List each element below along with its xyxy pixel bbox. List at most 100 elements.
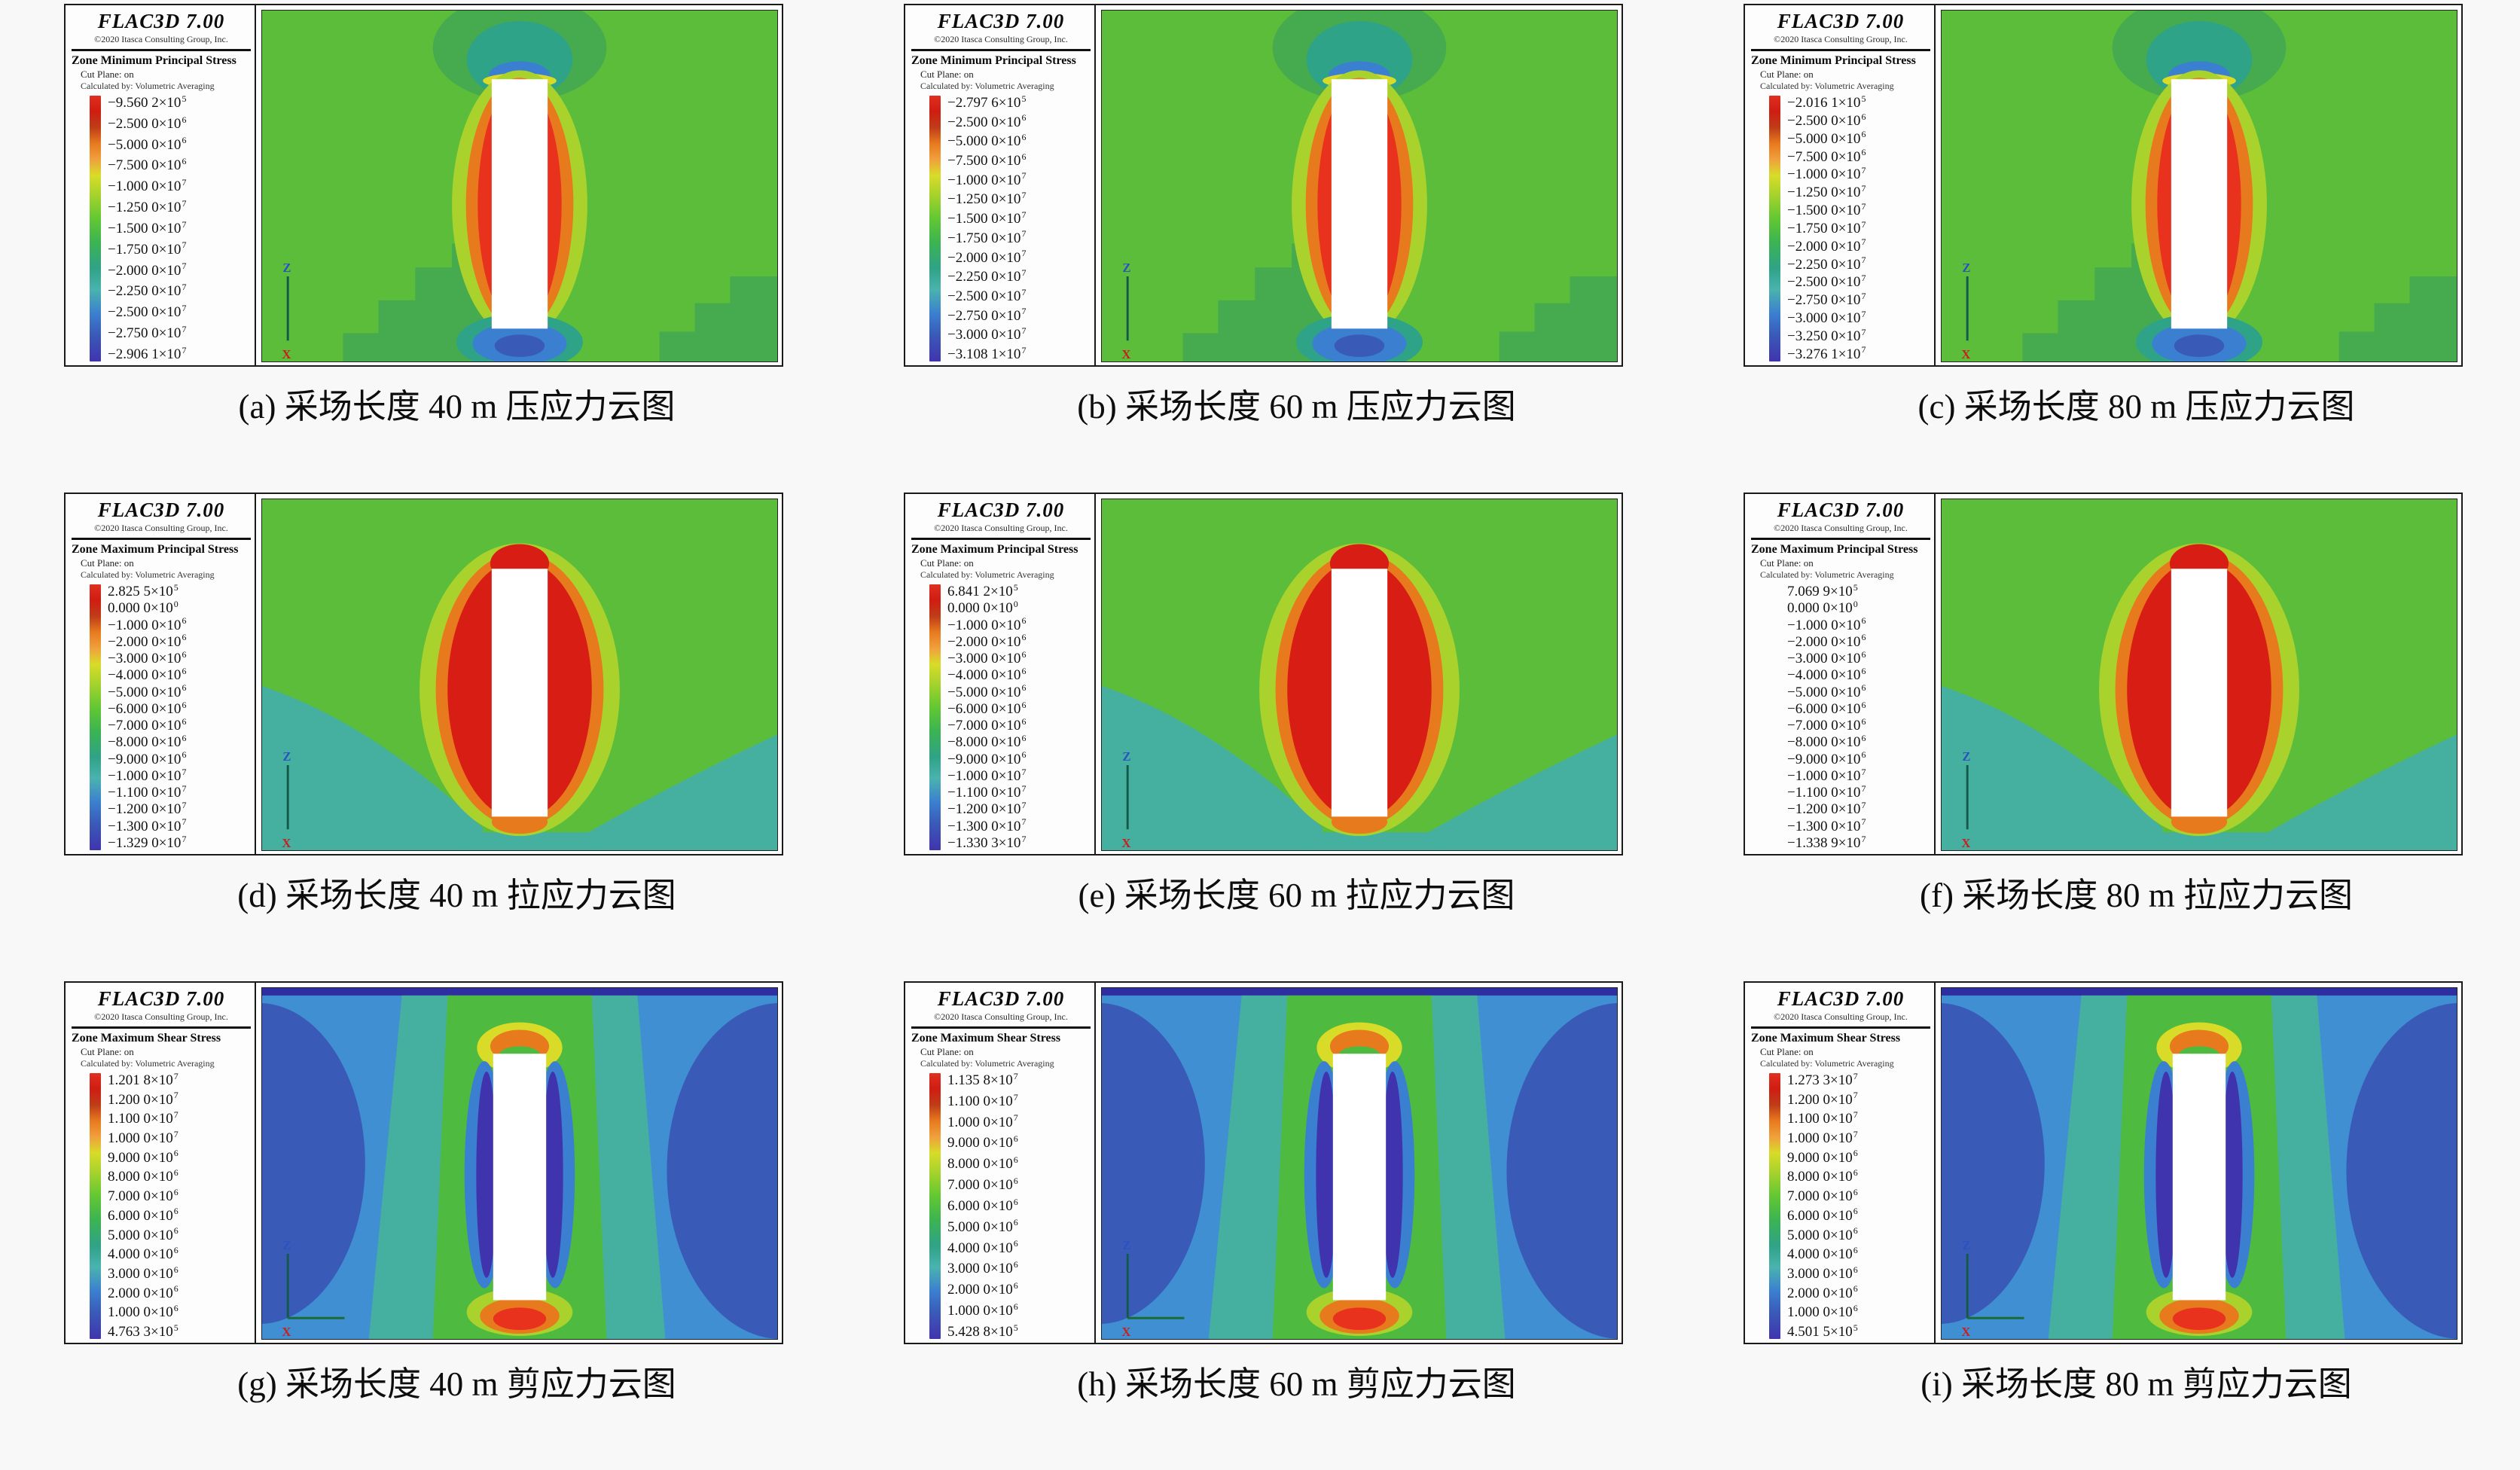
flank-indigo-right xyxy=(542,1072,563,1278)
axis-triad: ZX xyxy=(1961,749,1970,850)
legend-value: −1.750 0×107 xyxy=(1787,218,1866,236)
figure-caption-h: (h) 采场长度 60 m 剪应力云图 xyxy=(1077,1365,1516,1403)
legend-value: −4.000 0×106 xyxy=(1787,666,1866,684)
figure-caption-g: (g) 采场长度 40 m 剪应力云图 xyxy=(237,1365,676,1403)
legend-value: −5.000 0×106 xyxy=(947,132,1027,150)
legend-title: Zone Minimum Principal Stress xyxy=(1751,54,1916,67)
figure-cell-c: FLAC3D 7.00 ©2020 Itasca Consulting Group… xyxy=(1744,4,2463,493)
x-axis-label: X xyxy=(1961,1325,1970,1339)
cut-plane-label: Cut Plane: on xyxy=(920,69,974,80)
legend-value: −1.329 0×107 xyxy=(108,833,187,851)
legend-value: 1.200 0×107 xyxy=(108,1090,178,1108)
z-axis-label: Z xyxy=(1122,261,1130,275)
legend-divider xyxy=(72,49,251,51)
legend-value: −3.000 0×106 xyxy=(1787,648,1866,667)
cut-plane-label: Cut Plane: on xyxy=(1760,1046,1814,1057)
axis-triad: ZX xyxy=(1121,1238,1185,1339)
legend-title: Zone Minimum Principal Stress xyxy=(72,54,236,67)
floor-indigo-core xyxy=(494,334,545,358)
legend-value: −1.750 0×107 xyxy=(108,239,187,258)
legend-value: 1.000 0×107 xyxy=(947,1112,1018,1130)
cut-plane-label: Cut Plane: on xyxy=(1760,557,1814,569)
flac3d-panel-b: FLAC3D 7.00 ©2020 Itasca Consulting Group… xyxy=(904,4,1623,367)
legend-box: FLAC3D 7.00 ©2020 Itasca Consulting Group… xyxy=(1745,983,1936,1343)
legend-value: −2.500 0×106 xyxy=(947,112,1027,130)
contour-plot-tension: ZX xyxy=(1101,499,1618,851)
legend-divider xyxy=(911,49,1091,51)
flank-indigo-right xyxy=(1382,1072,1403,1278)
cut-plane-label: Cut Plane: on xyxy=(81,1046,134,1057)
legend-divider xyxy=(1751,49,1930,51)
figure-cell-f: FLAC3D 7.00 ©2020 Itasca Consulting Group… xyxy=(1744,493,2463,981)
top-indigo-band xyxy=(1942,988,2457,996)
legend-value: −1.000 0×106 xyxy=(1787,615,1866,633)
flac3d-panel-h: FLAC3D 7.00 ©2020 Itasca Consulting Group… xyxy=(904,981,1623,1344)
calc-method-label: Calculated by: Volumetric Averaging xyxy=(920,569,1054,580)
legend-value: 0.000 0×100 xyxy=(947,598,1018,617)
legend-scale: 1.135 8×107 1.100 0×107 1.000 0×107 9.000 0… xyxy=(929,1070,1091,1340)
app-title: FLAC3D 7.00 xyxy=(1777,987,1905,1010)
figure-caption-c: (c) 采场长度 80 m 压应力云图 xyxy=(1917,388,2355,425)
legend-value: −2.250 0×107 xyxy=(108,282,187,300)
teal-zone-bottom xyxy=(1307,832,1441,850)
legend-value: 4.000 0×106 xyxy=(108,1244,178,1263)
figure-cell-e: FLAC3D 7.00 ©2020 Itasca Consulting Group… xyxy=(904,493,1623,981)
axis-triad: ZX xyxy=(1121,749,1130,850)
teal-zone-left xyxy=(262,685,484,850)
z-axis-label: Z xyxy=(1122,1238,1130,1252)
z-axis-label: Z xyxy=(282,1238,291,1252)
legend-box: FLAC3D 7.00 ©2020 Itasca Consulting Group… xyxy=(66,494,256,854)
legend-value: 3.000 0×106 xyxy=(1787,1264,1858,1282)
contour-plot-shear: ZX xyxy=(1941,987,2457,1340)
legend-divider xyxy=(911,1026,1091,1029)
legend-value: 5.428 8×105 xyxy=(947,1322,1018,1340)
legend-value: 1.100 0×107 xyxy=(947,1091,1018,1109)
flac3d-panel-g: FLAC3D 7.00 ©2020 Itasca Consulting Group… xyxy=(64,981,783,1344)
legend-value: −1.200 0×107 xyxy=(947,800,1027,818)
legend-value: −5.000 0×106 xyxy=(108,682,187,700)
legend-value: 9.000 0×106 xyxy=(108,1148,178,1166)
figure-caption-d: (d) 采场长度 40 m 拉应力云图 xyxy=(237,877,676,914)
legend-value: 6.000 0×106 xyxy=(108,1206,178,1224)
x-axis-label: X xyxy=(1961,836,1970,850)
cut-plane-label: Cut Plane: on xyxy=(920,557,974,569)
x-axis-label: X xyxy=(1121,836,1130,850)
legend-value: −1.300 0×107 xyxy=(947,816,1027,834)
legend-value: −1.000 0×107 xyxy=(947,766,1027,784)
legend-box: FLAC3D 7.00 ©2020 Itasca Consulting Group… xyxy=(66,983,256,1343)
legend-value: −7.500 0×106 xyxy=(1787,147,1866,165)
copyright-text: ©2020 Itasca Consulting Group, Inc. xyxy=(94,523,228,533)
green-mound-left xyxy=(1182,243,1332,361)
x-axis-label: X xyxy=(1961,347,1970,361)
stope-excavation xyxy=(1332,1054,1387,1301)
stope-excavation xyxy=(2171,569,2228,817)
legend-values: −2.797 6×105 −2.500 0×106 −5.000 0×106 −7.5… xyxy=(947,94,1091,361)
app-title: FLAC3D 7.00 xyxy=(937,499,1065,521)
legend-scale: 1.273 3×107 1.200 0×107 1.100 0×107 1.000 0… xyxy=(1769,1072,1930,1339)
legend-title: Zone Maximum Shear Stress xyxy=(72,1032,221,1045)
legend-values: 1.135 8×107 1.100 0×107 1.000 0×107 9.000 0… xyxy=(947,1070,1091,1340)
legend-values: −9.560 2×105 −2.500 0×106 −5.000 0×106 −7.5… xyxy=(108,94,251,361)
legend-values: 2.825 5×105 0.000 0×100 −1.000 0×106 −2.000… xyxy=(108,583,251,851)
green-mound-right xyxy=(2338,276,2457,361)
legend-scale: −2.797 6×105 −2.500 0×106 −5.000 0×106 −7.5… xyxy=(929,94,1091,361)
legend-value: −1.000 0×107 xyxy=(1787,766,1866,784)
legend-value: −1.200 0×107 xyxy=(108,800,187,818)
legend-value: 1.135 8×107 xyxy=(947,1070,1018,1088)
top-indigo-band xyxy=(1102,988,1617,996)
legend-scale: 6.841 2×105 0.000 0×100 −1.000 0×106 −2.000… xyxy=(929,583,1091,850)
figure-cell-h: FLAC3D 7.00 ©2020 Itasca Consulting Group… xyxy=(904,981,1623,1470)
colorbar xyxy=(929,96,941,361)
flac3d-panel-d: FLAC3D 7.00 ©2020 Itasca Consulting Group… xyxy=(64,493,783,855)
stope-excavation xyxy=(2171,79,2228,329)
copyright-text: ©2020 Itasca Consulting Group, Inc. xyxy=(94,34,228,44)
legend-value: −1.000 0×107 xyxy=(108,766,187,784)
stope-excavation xyxy=(491,569,548,817)
legend-values: −2.016 1×105 −2.500 0×106 −5.000 0×106 −7.5… xyxy=(1787,94,1930,361)
teal-zone-right xyxy=(585,734,777,850)
flank-indigo-left xyxy=(476,1072,497,1278)
legend-value: −7.000 0×106 xyxy=(947,715,1027,734)
